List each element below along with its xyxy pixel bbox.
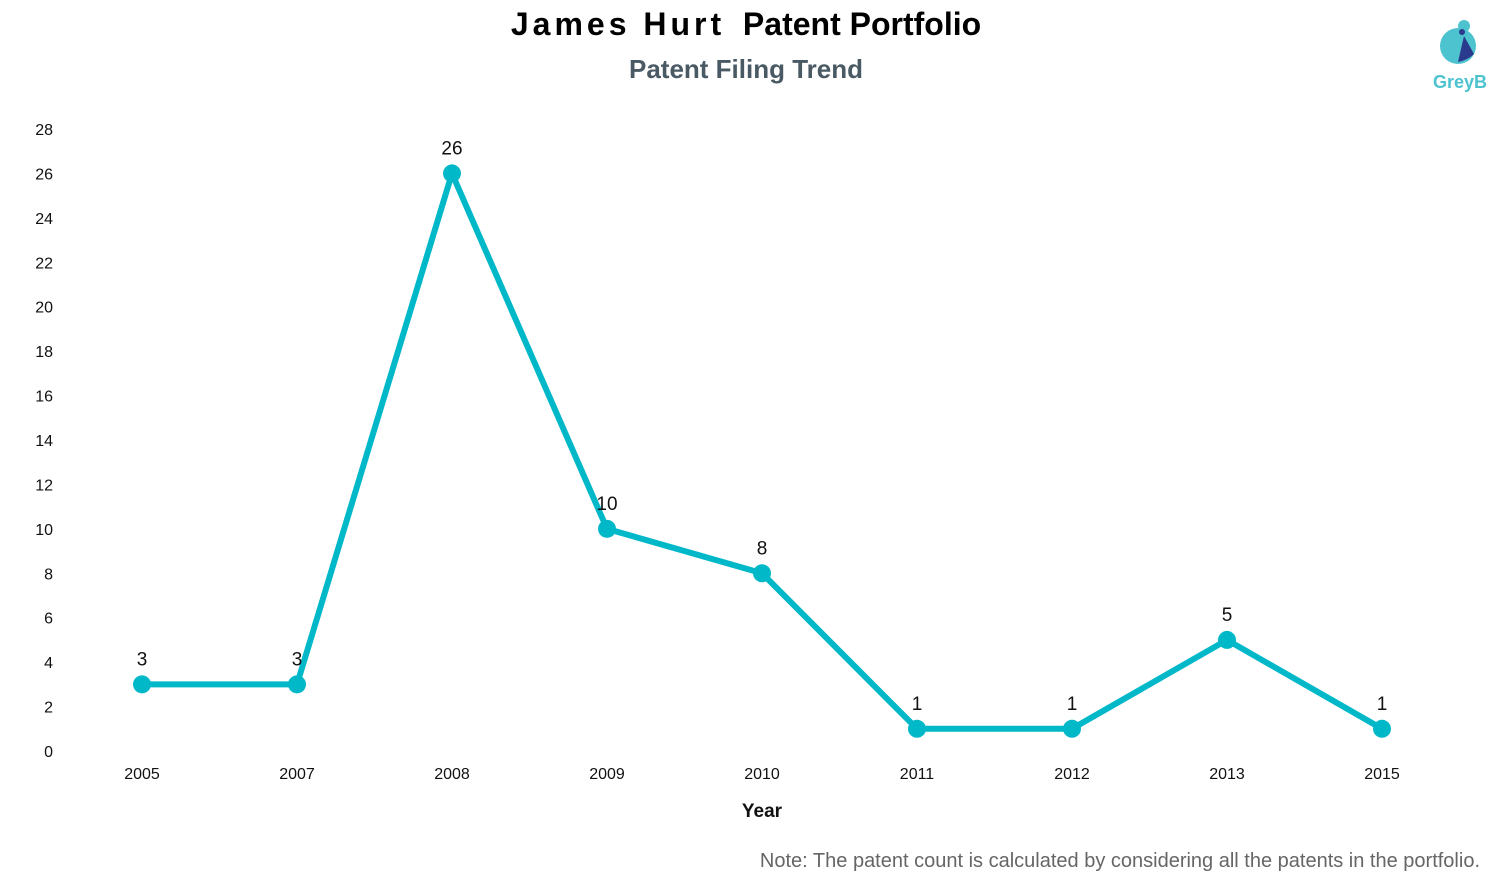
data-point: [133, 675, 151, 693]
data-point: [908, 720, 926, 738]
data-label: 1: [1067, 694, 1078, 715]
y-tick-label: 24: [35, 211, 53, 228]
data-point: [288, 675, 306, 693]
y-tick-label: 10: [35, 522, 53, 539]
y-tick-label: 2: [44, 700, 53, 717]
footnote: Note: The patent count is calculated by …: [760, 850, 1480, 873]
x-tick-label: 2008: [434, 766, 470, 783]
y-tick-label: 0: [44, 744, 53, 761]
y-tick-label: 8: [44, 566, 53, 583]
x-tick-label: 2009: [589, 766, 625, 783]
y-tick-label: 14: [35, 433, 53, 450]
y-tick-label: 22: [35, 255, 53, 272]
data-label: 1: [912, 694, 923, 715]
series-line: [142, 173, 1382, 728]
data-point: [753, 564, 771, 582]
x-tick-label: 2015: [1364, 766, 1400, 783]
x-tick-label: 2010: [744, 766, 780, 783]
data-label: 3: [137, 649, 148, 670]
data-label: 1: [1377, 694, 1388, 715]
y-tick-label: 26: [35, 166, 53, 183]
data-point: [1218, 631, 1236, 649]
x-tick-label: 2007: [279, 766, 315, 783]
y-tick-label: 16: [35, 389, 53, 406]
y-tick-label: 18: [35, 344, 53, 361]
y-tick-label: 28: [35, 122, 53, 139]
x-tick-label: 2013: [1209, 766, 1245, 783]
y-tick-label: 4: [44, 655, 53, 672]
data-point: [598, 520, 616, 538]
x-axis-label: Year: [742, 801, 783, 822]
data-label: 5: [1222, 605, 1233, 626]
data-label: 26: [441, 138, 462, 159]
x-tick-label: 2005: [124, 766, 160, 783]
data-point: [443, 164, 461, 182]
y-tick-label: 6: [44, 611, 53, 628]
data-point: [1373, 720, 1391, 738]
data-point: [1063, 720, 1081, 738]
data-label: 3: [292, 649, 303, 670]
y-tick-label: 12: [35, 477, 53, 494]
x-tick-label: 2012: [1054, 766, 1090, 783]
data-label: 10: [596, 494, 617, 515]
data-label: 8: [757, 538, 768, 559]
y-tick-label: 20: [35, 300, 53, 317]
x-tick-label: 2011: [900, 766, 935, 783]
